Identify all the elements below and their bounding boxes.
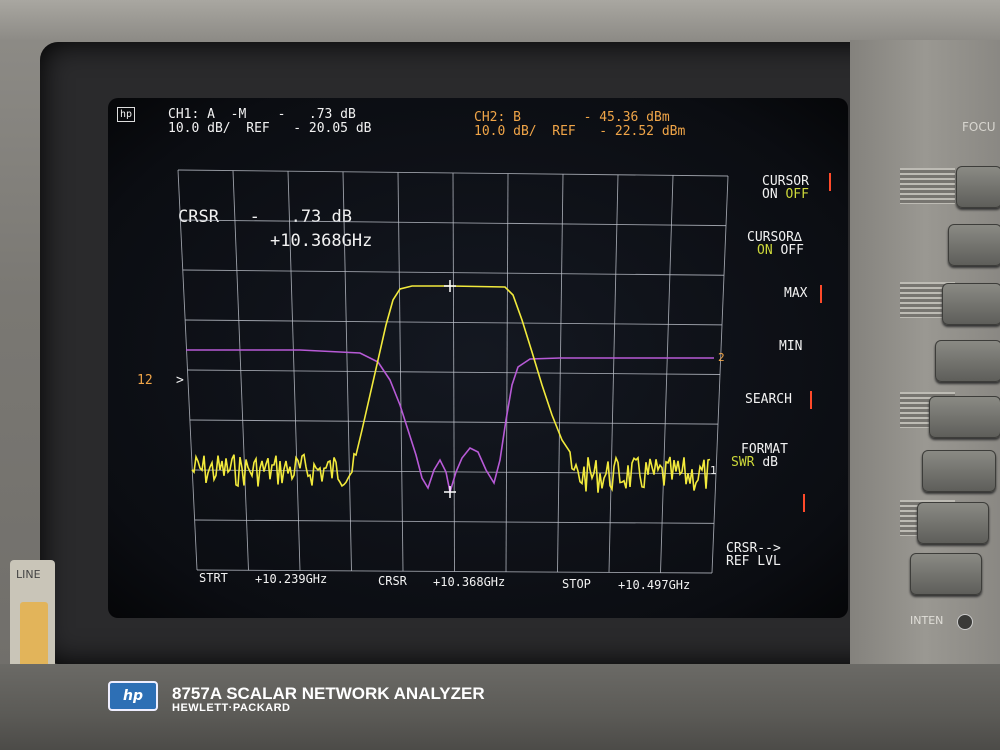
softkey-button-7[interactable] — [917, 502, 989, 544]
ref-marker-left: 12 — [137, 373, 153, 388]
stop-value: +10.497GHz — [618, 578, 691, 592]
softkey-button-3[interactable] — [942, 283, 1000, 325]
grille — [900, 168, 955, 204]
softkey-max-indicator — [820, 285, 822, 303]
softkey-blank-indicator — [803, 494, 805, 512]
softkey-min[interactable]: MIN — [779, 339, 803, 354]
graticule — [177, 169, 729, 574]
line-power-switch[interactable] — [20, 602, 48, 670]
softkey-cursor-indicator — [829, 173, 831, 191]
cursor-marker-ch1 — [444, 280, 456, 292]
grid-line-horizontal — [196, 569, 713, 574]
ch2-line1: CH2: B - 45.36 dBm — [474, 110, 670, 125]
line-label: LINE — [16, 568, 41, 581]
focus-label: FOCU — [962, 120, 996, 134]
top-bezel — [0, 0, 1000, 40]
grid-line-horizontal — [185, 319, 723, 326]
stop-label: STOP — [562, 577, 591, 591]
grid-line-horizontal — [189, 419, 719, 425]
ref-marker-right-2: 2 — [718, 351, 725, 364]
softkey-button-5[interactable] — [929, 396, 1000, 438]
bottom-panel — [0, 664, 1000, 750]
model-name: 8757A SCALAR NETWORK ANALYZER — [172, 684, 485, 703]
hp-screen-mark: hp — [117, 107, 136, 122]
grid-line-horizontal — [194, 519, 715, 524]
hp-logo: hp — [108, 681, 158, 711]
intensity-knob[interactable] — [957, 614, 973, 630]
grid-line-horizontal — [182, 269, 725, 276]
softkey-button-2[interactable] — [948, 224, 1000, 266]
manufacturer-name: HEWLETT·PACKARD — [172, 702, 291, 714]
crt-screen — [108, 98, 848, 618]
inten-label: INTEN — [910, 614, 944, 627]
softkey-button-1[interactable] — [956, 166, 1000, 208]
cursor-freq-label: CRSR — [378, 574, 407, 588]
ref-marker-right-1: 1 — [710, 464, 717, 477]
cursor-freq-value: +10.368GHz — [433, 575, 506, 589]
ch1-line2: 10.0 dB/ REF - 20.05 dB — [168, 121, 372, 136]
softkey-button-6[interactable] — [922, 450, 996, 492]
ch1-line1: CH1: A -M - .73 dB — [168, 107, 356, 122]
ch2-line2: 10.0 dB/ REF - 22.52 dBm — [474, 124, 686, 139]
softkey-search-indicator — [810, 391, 812, 409]
ch1-trace — [191, 285, 711, 493]
softkey-button-4[interactable] — [935, 340, 1000, 382]
grid-line-horizontal — [177, 169, 729, 177]
softkey-search[interactable]: SEARCH — [745, 392, 792, 407]
cursor-marker-ch2 — [444, 486, 456, 498]
cursor-readout-freq: +10.368GHz — [270, 231, 373, 251]
ref-marker-arrow: > — [176, 373, 184, 388]
grid-line-horizontal — [187, 369, 721, 375]
softkey-max[interactable]: MAX — [784, 286, 808, 301]
grid-line-horizontal — [180, 219, 727, 227]
start-label: STRT — [199, 571, 228, 585]
start-value: +10.239GHz — [255, 572, 328, 586]
softkey-button-8[interactable] — [910, 553, 982, 595]
